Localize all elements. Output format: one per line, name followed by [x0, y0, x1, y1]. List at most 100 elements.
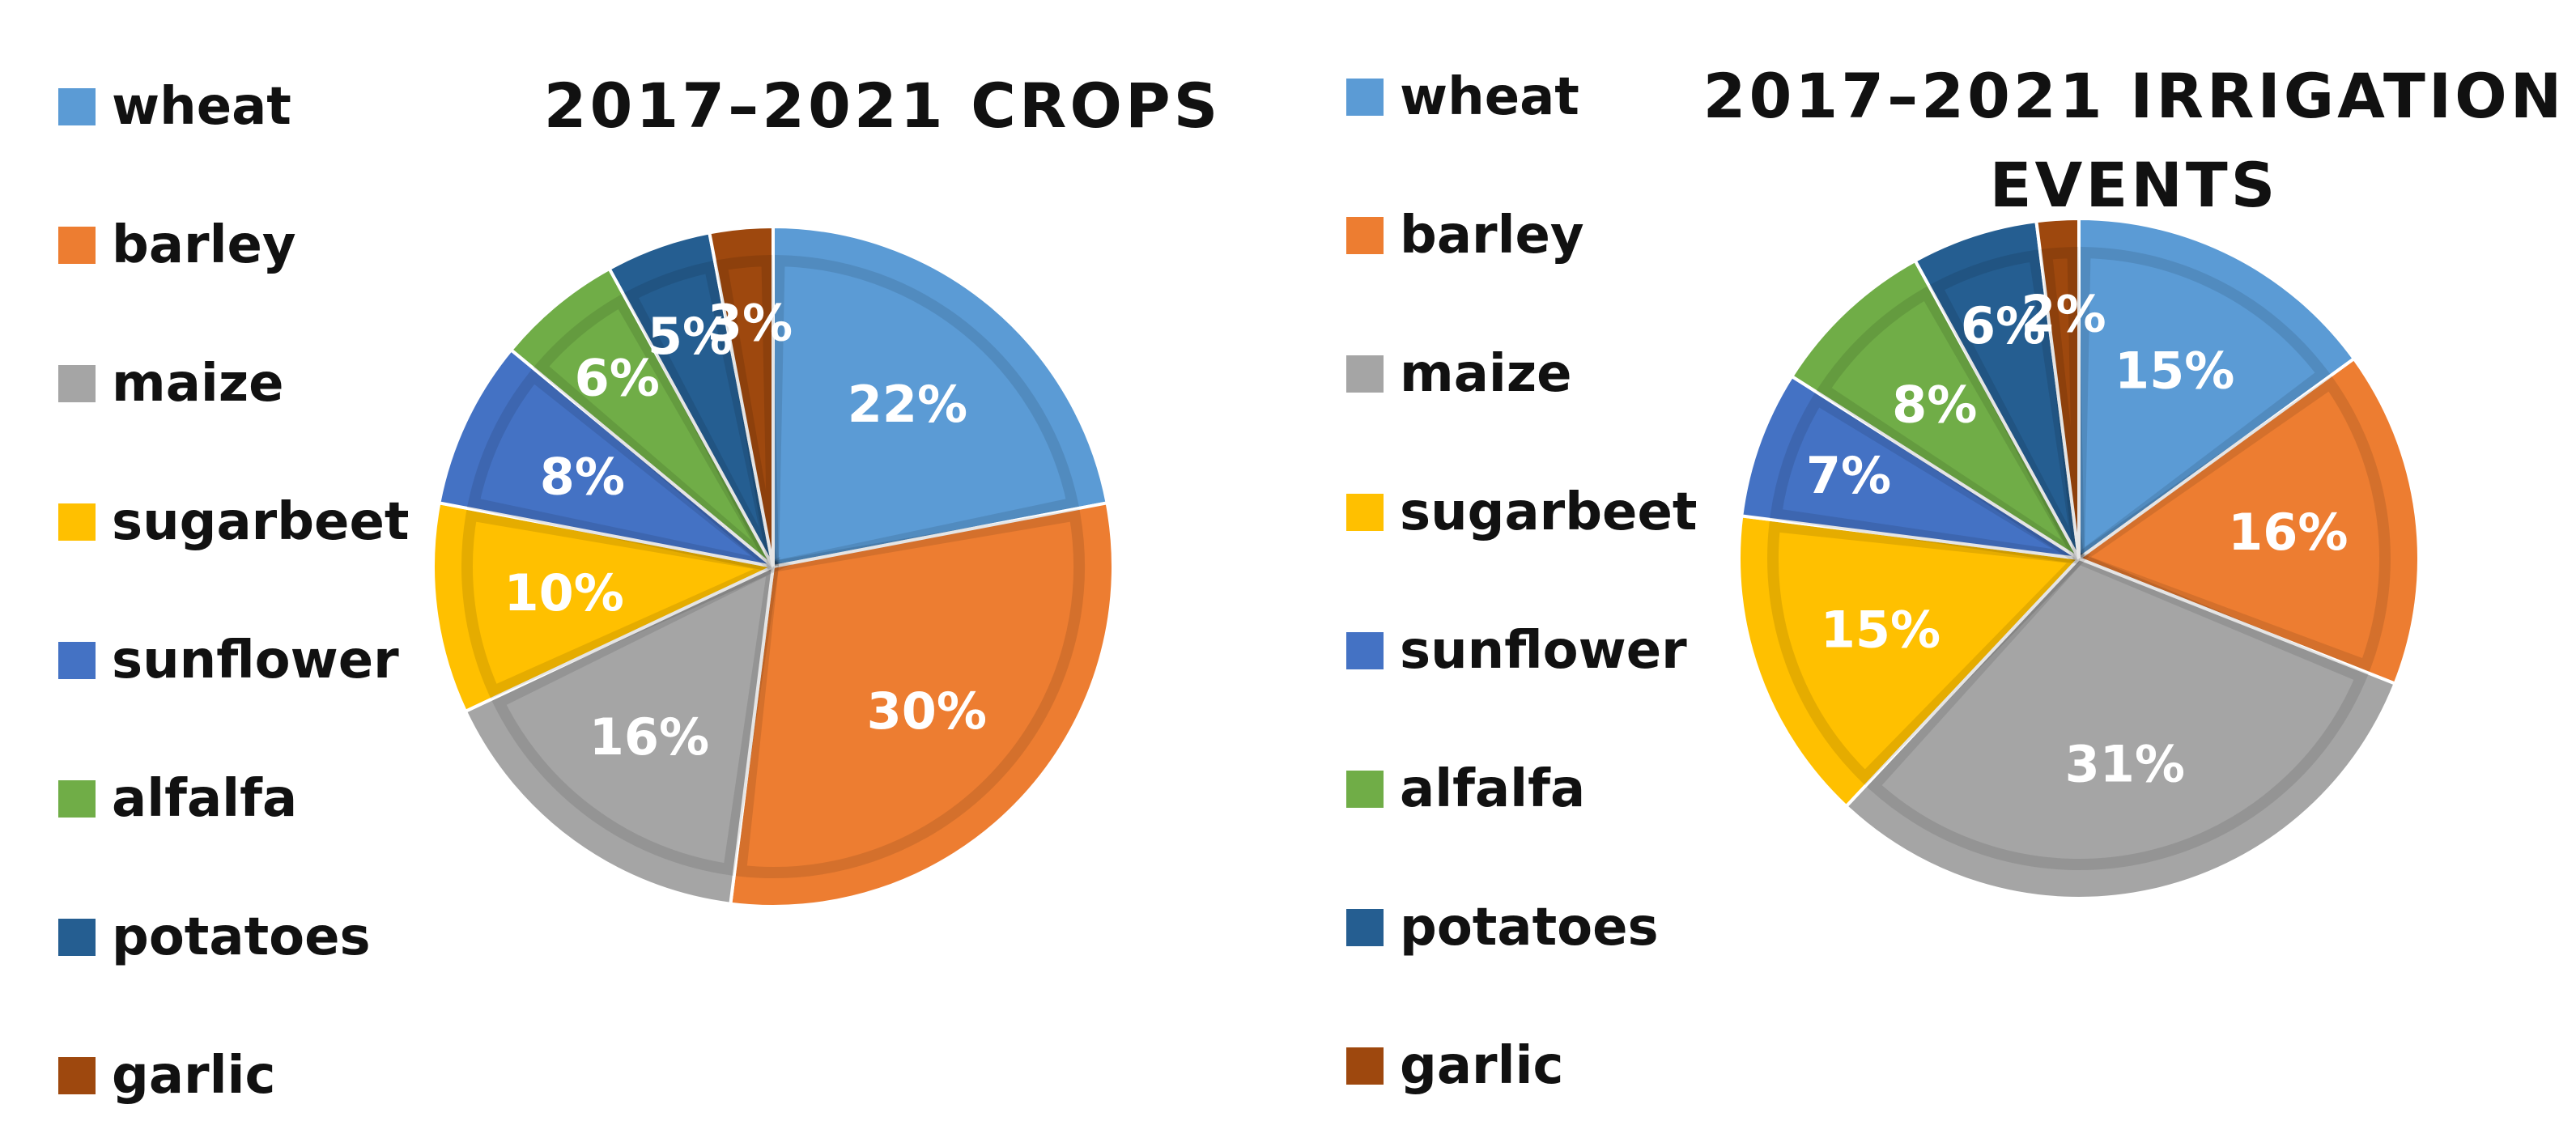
pie-slice-bevel-wheat: [2072, 246, 2332, 571]
pie-slice-bevel-barley: [2067, 376, 2391, 673]
legend-swatch-wheat: [58, 88, 96, 125]
data-label-maize: 31%: [2065, 735, 2185, 794]
legend-label-wheat: wheat: [112, 77, 291, 137]
pie-slice-bevel-maize: [1865, 551, 2369, 870]
legend-swatch-wheat: [1346, 79, 1384, 116]
pie-slice-sunflower: [437, 347, 775, 568]
data-label-sugarbeet: 15%: [1821, 601, 1941, 660]
irrigation-chart-title: 2017–2021 IRRIGATION EVENTS: [1702, 60, 2565, 221]
pie-slice-alfalfa: [1789, 258, 2081, 560]
legend-label-sugarbeet: sugarbeet: [1400, 482, 1698, 542]
pie-slice-bevel-maize: [491, 556, 780, 876]
pie-slice-bevel-sugarbeet: [461, 508, 793, 699]
crops-pie-chart: 22% 30% 16% 10% 8% 6%5%3%: [431, 224, 1115, 908]
legend-swatch-potatoes: [58, 919, 96, 956]
data-label-potatoes: 5%: [648, 307, 733, 366]
irrigation-chart-panel: wheat barley maize sugarbeet sunflower alfalf…: [1288, 0, 2576, 1134]
legend-swatch-sunflower: [1346, 632, 1384, 669]
legend-label-barley: barley: [112, 215, 296, 275]
data-label-wheat: 22%: [848, 375, 967, 434]
legend-label-maize: maize: [112, 354, 284, 414]
data-label-maize: 16%: [589, 707, 709, 767]
pie-slice-bevel-potatoes: [1929, 249, 2085, 562]
legend-label-potatoes: potatoes: [112, 907, 371, 967]
pie-slice-potatoes: [1912, 219, 2081, 559]
legend-item-wheat: wheat: [58, 74, 291, 139]
legend-label-wheat: wheat: [1400, 67, 1579, 127]
legend-swatch-alfalfa: [1346, 771, 1384, 808]
legend-swatch-sugarbeet: [58, 503, 96, 541]
legend-item-sunflower: sunflower: [1346, 618, 1687, 683]
crops-chart-title: 2017–2021 CROPS: [543, 70, 1222, 142]
pie-slice-bevel-alfalfa: [533, 293, 779, 571]
legend-label-alfalfa: alfalfa: [1400, 759, 1586, 819]
legend-swatch-garlic: [58, 1057, 96, 1094]
pie-slice-bevel-sunflower: [1770, 392, 2082, 564]
pie-slice-garlic: [707, 224, 775, 567]
legend-item-barley: barley: [1346, 203, 1584, 268]
legend-item-sunflower: sunflower: [58, 628, 399, 693]
legend-label-sugarbeet: sugarbeet: [112, 492, 410, 552]
legend-item-sugarbeet: sugarbeet: [58, 490, 409, 554]
pie-slice-barley: [2075, 356, 2421, 686]
legend-label-potatoes: potatoes: [1400, 898, 1659, 958]
pie-slice-barley: [729, 500, 1115, 908]
pie-slice-maize: [1843, 556, 2398, 900]
data-label-sugarbeet: 10%: [504, 563, 623, 622]
legend-item-maize: maize: [58, 351, 283, 416]
data-label-potatoes: 6%: [1961, 296, 2046, 355]
legend-item-garlic: garlic: [1346, 1034, 1563, 1098]
pie-slice-bevel-sunflower: [466, 368, 777, 572]
pie-slice-sunflower: [1740, 374, 2081, 560]
data-label-garlic: 2%: [2021, 285, 2106, 344]
legend-item-barley: barley: [58, 213, 296, 278]
data-label-wheat: 15%: [2115, 341, 2234, 400]
irrigation-pie-chart: 15% 16% 31% 15% 7%8% 6%2%: [1737, 216, 2421, 900]
legend-swatch-alfalfa: [58, 780, 96, 818]
legend-swatch-garlic: [1346, 1047, 1384, 1085]
pie-slice-alfalfa: [508, 266, 775, 568]
pie-slice-wheat: [2077, 216, 2357, 562]
legend-item-potatoes: potatoes: [1346, 895, 1659, 960]
legend-swatch-maize: [58, 365, 96, 402]
pie-slice-sugarbeet: [431, 500, 779, 714]
pie-slice-bevel-potatoes: [623, 260, 779, 570]
legend-swatch-sunflower: [58, 642, 96, 679]
legend-label-garlic: garlic: [1400, 1036, 1564, 1096]
legend-swatch-barley: [1346, 217, 1384, 254]
pie-slice-bevel-barley: [734, 508, 1085, 878]
pie-slice-bevel-wheat: [767, 254, 1080, 574]
legend-label-sunflower: sunflower: [112, 631, 399, 690]
legend-swatch-sugarbeet: [1346, 494, 1384, 531]
legend-item-garlic: garlic: [58, 1043, 275, 1108]
data-label-alfalfa: 6%: [575, 348, 660, 407]
legend-swatch-barley: [58, 227, 96, 264]
legend-item-alfalfa: alfalfa: [58, 767, 297, 831]
pie-slice-garlic: [2034, 216, 2081, 559]
legend-item-maize: maize: [1346, 342, 1571, 406]
pie-slice-bevel-garlic: [715, 254, 779, 568]
legend-item-wheat: wheat: [1346, 65, 1579, 130]
pie-slice-sugarbeet: [1737, 514, 2083, 809]
legend-item-potatoes: potatoes: [58, 905, 371, 970]
data-label-garlic: 3%: [708, 293, 793, 352]
data-label-sunflower: 8%: [540, 448, 625, 507]
legend-label-barley: barley: [1400, 206, 1584, 265]
pie-slice-wheat: [772, 224, 1109, 569]
pie-slice-bevel-garlic: [2040, 246, 2085, 559]
legend-item-alfalfa: alfalfa: [1346, 757, 1585, 822]
legend-label-alfalfa: alfalfa: [112, 769, 298, 829]
data-label-sunflower: 7%: [1806, 446, 1891, 505]
data-label-barley: 16%: [2228, 503, 2348, 562]
pie-slice-bevel-alfalfa: [1816, 285, 2085, 563]
legend-label-garlic: garlic: [112, 1046, 276, 1106]
legend-swatch-maize: [1346, 355, 1384, 393]
legend-item-sugarbeet: sugarbeet: [1346, 480, 1697, 545]
pie-slice-maize: [463, 563, 776, 906]
legend-swatch-potatoes: [1346, 909, 1384, 946]
legend-label-sunflower: sunflower: [1400, 621, 1687, 681]
data-label-alfalfa: 8%: [1892, 376, 1977, 435]
crops-chart-panel: wheat barley maize sugarbeet sunflower alfalf…: [58, 70, 1222, 1108]
data-label-barley: 30%: [867, 682, 987, 741]
pie-slice-bevel-sugarbeet: [1767, 520, 2092, 786]
